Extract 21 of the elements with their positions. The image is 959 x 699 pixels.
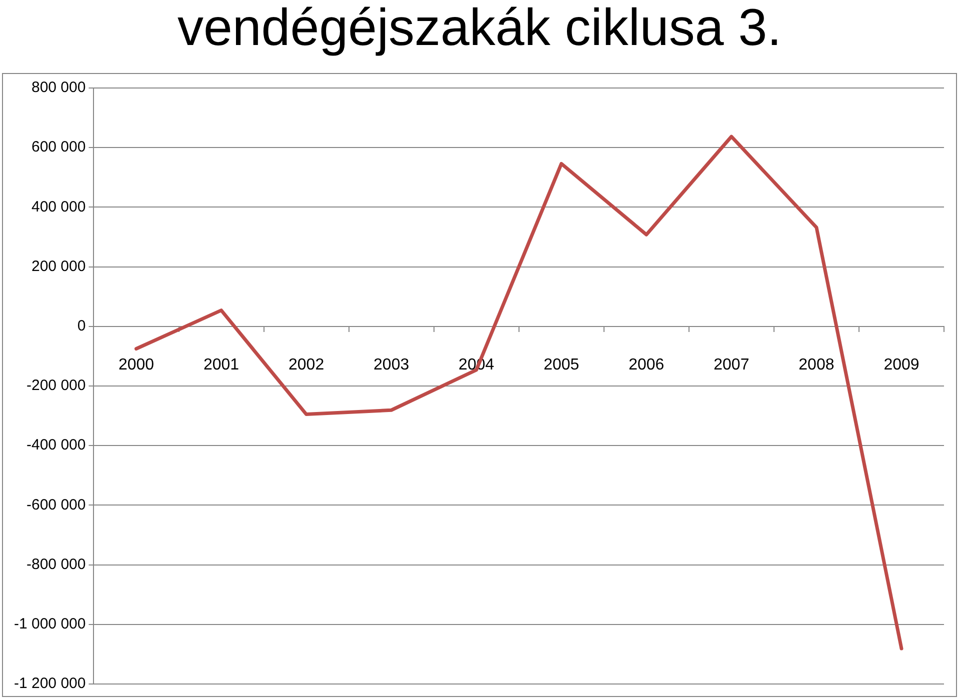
y-tick-label: 800 000 — [31, 79, 86, 96]
x-tick-label: 2003 — [374, 356, 410, 374]
x-tick-label: 2002 — [288, 356, 324, 374]
y-tick-label: -200 000 — [26, 377, 86, 394]
x-tick-label: 2009 — [884, 356, 920, 374]
x-tick-label: 2006 — [628, 356, 664, 374]
y-tick-label: 600 000 — [31, 138, 86, 156]
y-tick-label: 0 — [77, 318, 86, 335]
x-tick-label: 2000 — [118, 356, 154, 374]
x-tick-label: 2007 — [714, 356, 750, 374]
y-tick-label: -400 000 — [26, 436, 86, 454]
y-tick-label: -1 200 000 — [14, 675, 86, 692]
x-tick-label: 2001 — [203, 356, 240, 374]
y-tick-label: 400 000 — [31, 198, 86, 216]
y-tick-label: -800 000 — [26, 556, 86, 573]
chart-title: vendégéjszakák ciklusa 3. — [176, 0, 783, 59]
y-tick-label: -600 000 — [26, 496, 86, 514]
x-tick-label: 2008 — [798, 356, 834, 374]
x-tick-label: 2005 — [544, 356, 580, 374]
y-tick-label: 200 000 — [31, 258, 86, 275]
y-tick-label: -1 000 000 — [14, 616, 86, 633]
